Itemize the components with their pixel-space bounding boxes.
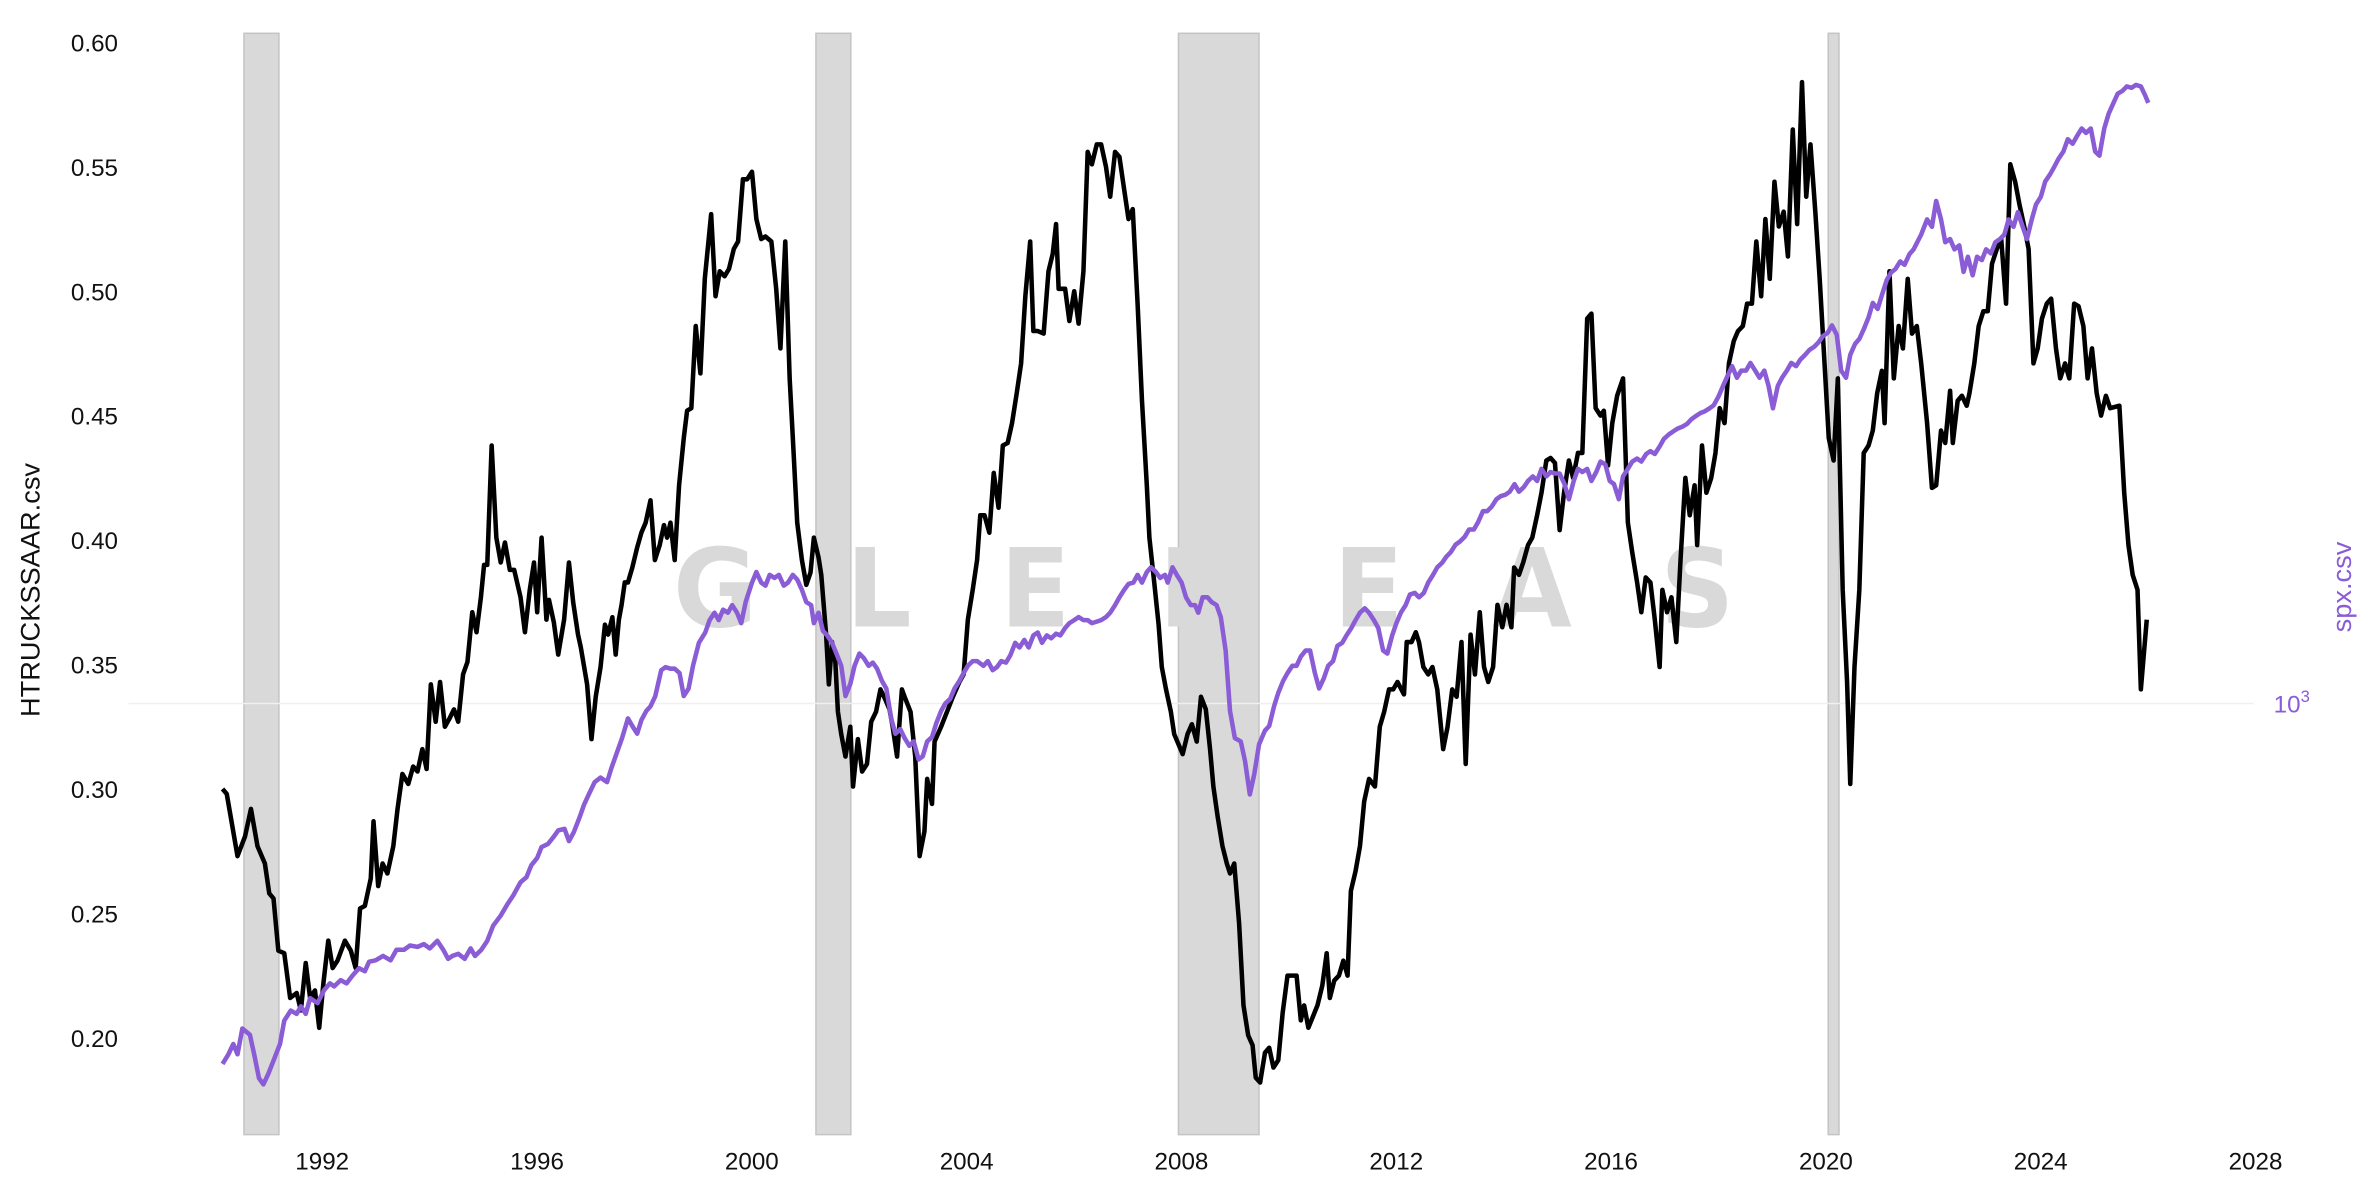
x-axis-tick-label: 2028 (2229, 1148, 2283, 1175)
x-axis-tick-label: 2000 (725, 1148, 779, 1175)
recession-band (1177, 32, 1260, 1136)
right-axis-title: spx.csv (2326, 541, 2357, 632)
series-group (220, 79, 2151, 1087)
x-axis-tick-label: 2016 (1584, 1148, 1638, 1175)
left-axis-tick-label: 0.55 (71, 155, 118, 182)
right-axis-tick-label: 103 (2274, 687, 2310, 719)
watermark-logo: GLENEAS (673, 525, 1823, 652)
left-axis-title: HTRUCKSSAAR.csv (14, 463, 45, 717)
recession-bands (243, 32, 1840, 1136)
x-axis-tick-label: 2008 (1155, 1148, 1209, 1175)
left-axis-tick-label: 0.45 (71, 404, 118, 431)
x-axis-tick-label: 2012 (1369, 1148, 1423, 1175)
left-axis-tick-label: 0.50 (71, 279, 118, 306)
x-axis-ticks: 1992 1996 2000 2004 2008 2012 2016 2020 2024 2028 (295, 1148, 2282, 1175)
x-axis-tick-label: 1996 (510, 1148, 564, 1175)
left-axis-tick-label: 0.60 (71, 30, 118, 57)
htruckssaar-line (220, 79, 2150, 1085)
left-axis-ticks: 0.20 0.25 0.30 0.35 0.40 0.45 0.50 0.55 0.60 (71, 30, 118, 1052)
recession-band (243, 32, 280, 1136)
left-axis-tick-label: 0.25 (71, 901, 118, 928)
recession-band (1827, 32, 1840, 1136)
left-axis-tick-label: 0.30 (71, 777, 118, 804)
spx-line (220, 82, 2151, 1087)
x-axis-tick-label: 2004 (940, 1148, 994, 1175)
left-axis-tick-label: 0.35 (71, 653, 118, 680)
x-axis-tick-label: 1992 (295, 1148, 349, 1175)
left-axis-tick-label: 0.40 (71, 528, 118, 555)
x-axis-tick-label: 2024 (2014, 1148, 2068, 1175)
left-axis-tick-label: 0.20 (71, 1026, 118, 1053)
x-axis-tick-label: 2020 (1799, 1148, 1853, 1175)
